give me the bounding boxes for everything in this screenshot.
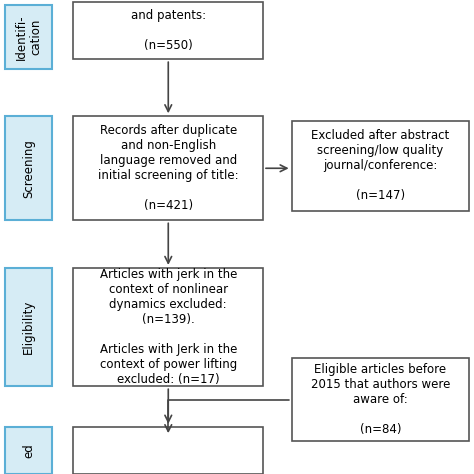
FancyBboxPatch shape bbox=[5, 5, 52, 69]
FancyBboxPatch shape bbox=[5, 116, 52, 220]
FancyBboxPatch shape bbox=[73, 2, 263, 59]
Text: Eligibility: Eligibility bbox=[22, 300, 35, 354]
Text: Screening: Screening bbox=[22, 139, 35, 198]
FancyBboxPatch shape bbox=[5, 268, 52, 386]
FancyBboxPatch shape bbox=[73, 268, 263, 386]
Text: Identifi-
cation: Identifi- cation bbox=[14, 14, 43, 60]
Text: Excluded after abstract
screening/low quality
journal/conference:

(n=147): Excluded after abstract screening/low qu… bbox=[311, 129, 449, 202]
FancyBboxPatch shape bbox=[292, 358, 469, 441]
FancyBboxPatch shape bbox=[73, 116, 263, 220]
FancyBboxPatch shape bbox=[5, 427, 52, 474]
Text: ed: ed bbox=[22, 443, 35, 458]
Text: Records after duplicate
and non-English
language removed and
initial screening o: Records after duplicate and non-English … bbox=[98, 124, 238, 212]
Text: Eligible articles before
2015 that authors were
aware of:

(n=84): Eligible articles before 2015 that autho… bbox=[310, 363, 450, 436]
FancyBboxPatch shape bbox=[73, 427, 263, 474]
Text: Articles with jerk in the
context of nonlinear
dynamics excluded:
(n=139).

Arti: Articles with jerk in the context of non… bbox=[100, 268, 237, 386]
Text: and patents:

(n=550): and patents: (n=550) bbox=[131, 9, 206, 52]
FancyBboxPatch shape bbox=[292, 121, 469, 211]
